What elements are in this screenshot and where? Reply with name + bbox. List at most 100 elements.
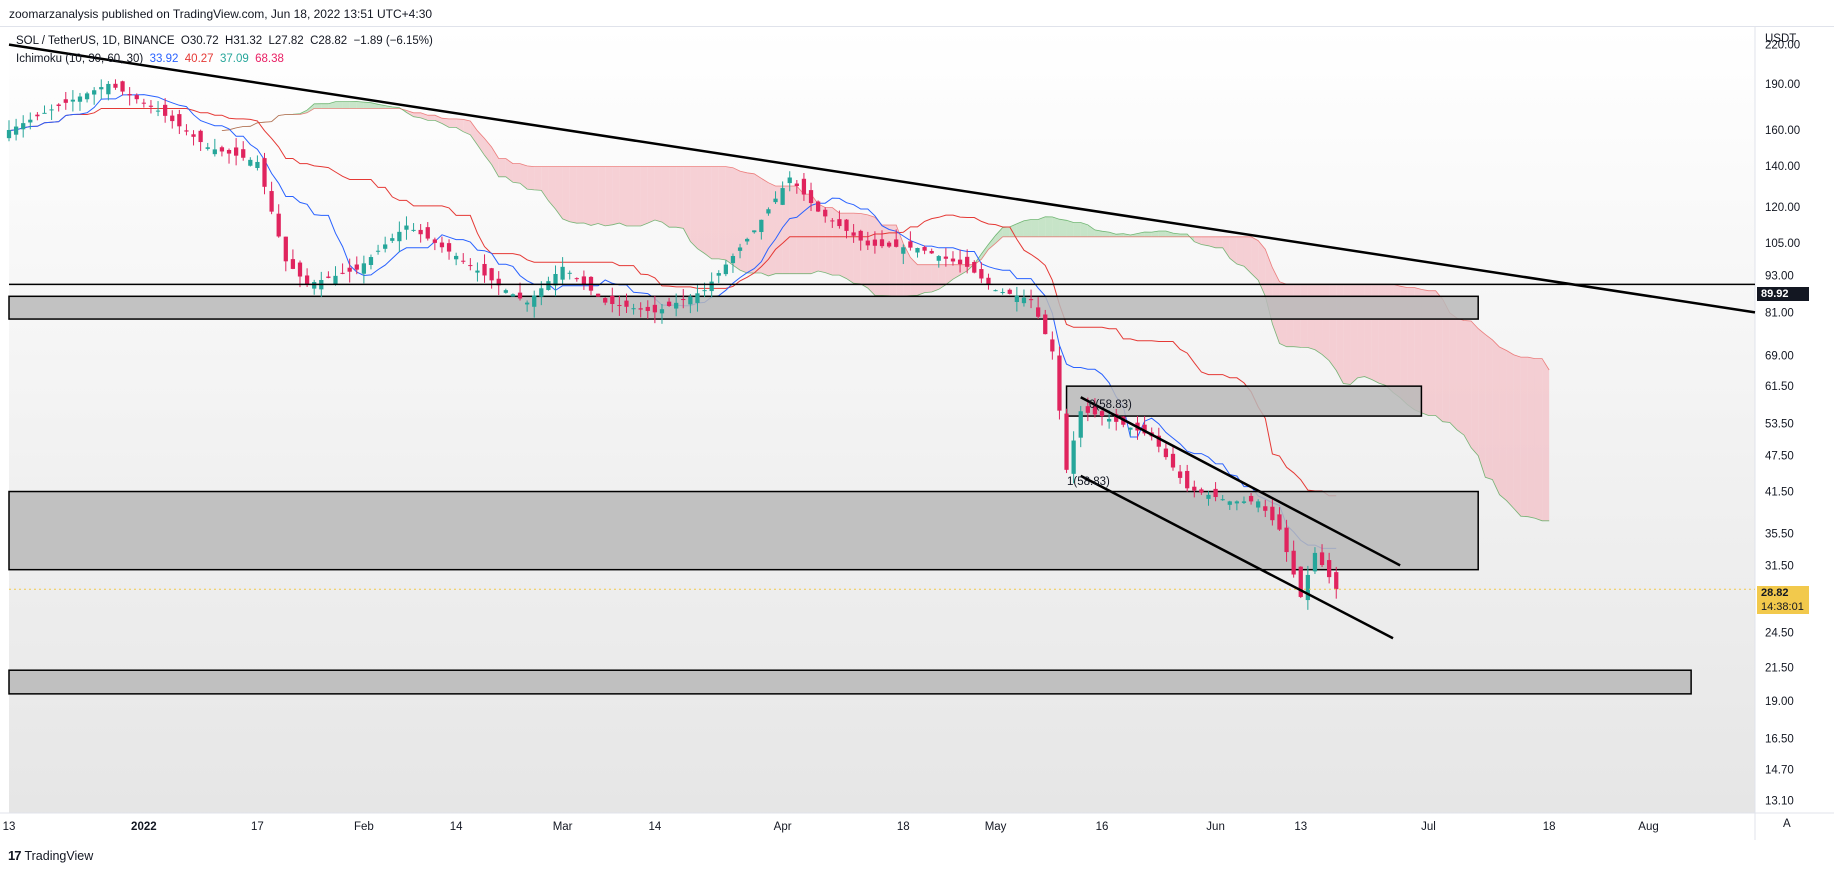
candle-body <box>524 302 530 305</box>
candle-body <box>1057 355 1062 411</box>
price-tick-label: 69.00 <box>1765 350 1794 362</box>
candle-body <box>702 290 707 292</box>
symbol-legend[interactable]: SOL / TetherUS, 1D, BINANCE O30.72 H31.3… <box>16 35 433 47</box>
candle-body <box>333 275 338 285</box>
ichimoku-cloud-segment <box>456 118 464 132</box>
ichimoku-cloud-segment <box>1016 220 1024 237</box>
ichimoku-cloud-segment <box>1208 236 1216 248</box>
ichimoku-cloud-segment <box>520 163 528 190</box>
ohlc-open: O30.72 <box>180 35 219 47</box>
candle-body <box>1185 470 1190 489</box>
time-tick-label: May <box>985 821 1007 833</box>
ichimoku-cloud-segment <box>1073 222 1081 237</box>
ichimoku-cloud-segment <box>1464 320 1472 448</box>
support-resistance-zone-1 <box>1065 385 1423 417</box>
indicator-legend[interactable]: Ichimoku (10, 30, 60, 30) 33.92 40.27 37… <box>16 53 284 65</box>
candle-body <box>1114 413 1119 422</box>
candle-body <box>205 147 210 149</box>
ichimoku-cloud-segment <box>853 213 861 284</box>
time-tick-label: 17 <box>251 821 264 833</box>
candle-body <box>659 309 665 314</box>
candle-body <box>255 161 260 168</box>
candle-body <box>1334 572 1339 590</box>
candle-body <box>1270 506 1275 521</box>
ichimoku-cloud-segment <box>1151 230 1159 237</box>
candle-body <box>354 264 359 270</box>
candle-body <box>567 272 572 274</box>
ichimoku-cloud-segment <box>1229 236 1237 265</box>
candle-body <box>617 305 622 307</box>
candle-body <box>411 229 416 231</box>
symbol-name[interactable]: SOL / TetherUS, 1D, BINANCE <box>16 35 175 47</box>
candle-body <box>361 263 367 274</box>
candle-body <box>1071 440 1076 474</box>
candle-body <box>979 269 984 279</box>
candle-body <box>496 278 501 286</box>
indicator-name[interactable]: Ichimoku (10, 30, 60, 30) <box>16 53 144 65</box>
time-tick-label: 14 <box>648 821 661 833</box>
ichimoku-cloud-segment <box>1215 236 1223 248</box>
ichimoku-cloud-segment <box>349 101 357 109</box>
candle-body <box>957 259 963 265</box>
ichimoku-cloud-segment <box>1222 236 1230 259</box>
candle-body <box>723 264 728 275</box>
candle-body <box>730 255 736 264</box>
ichimoku-cloud-segment <box>583 166 591 226</box>
candle-body <box>1291 550 1296 575</box>
price-tick-label: 47.50 <box>1765 450 1794 462</box>
price-chart[interactable]: 220.00 190.00 160.00 140.00 120.00 105.00 93.0… <box>0 0 1834 840</box>
price-tick-label: 93.00 <box>1765 270 1794 282</box>
price-tick-label: 16.50 <box>1765 734 1794 746</box>
ichimoku-cloud-segment <box>747 172 755 273</box>
ichimoku-cloud-segment <box>825 207 833 276</box>
candle-body <box>1078 411 1083 438</box>
ichimoku-cloud-segment <box>811 194 819 274</box>
candle-body <box>1327 560 1332 578</box>
ichimoku-base-line <box>8 108 1337 497</box>
candle-body <box>418 229 423 235</box>
candle-body <box>326 276 331 278</box>
ichimoku-conversion-line <box>8 94 1337 549</box>
ichimoku-cloud-segment <box>903 243 911 297</box>
ichimoku-cloud-segment <box>605 166 613 226</box>
ichimoku-cloud-segment <box>704 166 712 259</box>
auto-scale-button[interactable]: A <box>1783 818 1791 830</box>
candle-body <box>482 263 487 276</box>
candle-body <box>340 272 345 274</box>
ichimoku-cloud-segment <box>598 166 606 226</box>
ichimoku-cloud-segment <box>470 121 478 145</box>
candle-body <box>446 243 452 252</box>
ichimoku-cloud-segment <box>491 146 499 177</box>
ichimoku-cloud-segment <box>910 257 918 296</box>
candle-body <box>1064 413 1069 470</box>
candle-body <box>574 278 579 280</box>
candle-body <box>645 306 650 311</box>
candle-body <box>695 293 700 303</box>
ichimoku-cloud-segment <box>1023 219 1032 237</box>
ichimoku-cloud-segment <box>1542 358 1550 521</box>
top-bar: zoomarzanalysis published on TradingView… <box>0 0 1834 27</box>
ichimoku-cloud-segment <box>1527 357 1535 519</box>
candle-body <box>390 238 395 241</box>
ohlc-high: H31.32 <box>225 35 263 47</box>
candle-body <box>631 308 636 310</box>
candle-body <box>943 256 949 259</box>
candle-body <box>1170 453 1176 468</box>
support-resistance-zone-2 <box>8 490 1479 571</box>
price-tick-label: 120.00 <box>1765 202 1800 214</box>
candle-body <box>1050 339 1055 352</box>
ichimoku-cloud-segment <box>768 182 776 276</box>
time-tick-label: Jul <box>1421 821 1436 833</box>
candle-body <box>1277 514 1282 530</box>
time-tick-label: Apr <box>774 821 792 833</box>
candle-body <box>375 250 381 252</box>
ichimoku-cloud-segment <box>534 166 542 191</box>
time-tick-label: 18 <box>897 821 910 833</box>
candle-body <box>297 262 303 277</box>
candle-body <box>1142 424 1147 434</box>
support-resistance-zone-0 <box>8 295 1479 320</box>
candle-body <box>212 149 217 155</box>
candle-body <box>304 275 310 285</box>
candle-body <box>595 293 601 297</box>
candle-body <box>1213 488 1218 498</box>
